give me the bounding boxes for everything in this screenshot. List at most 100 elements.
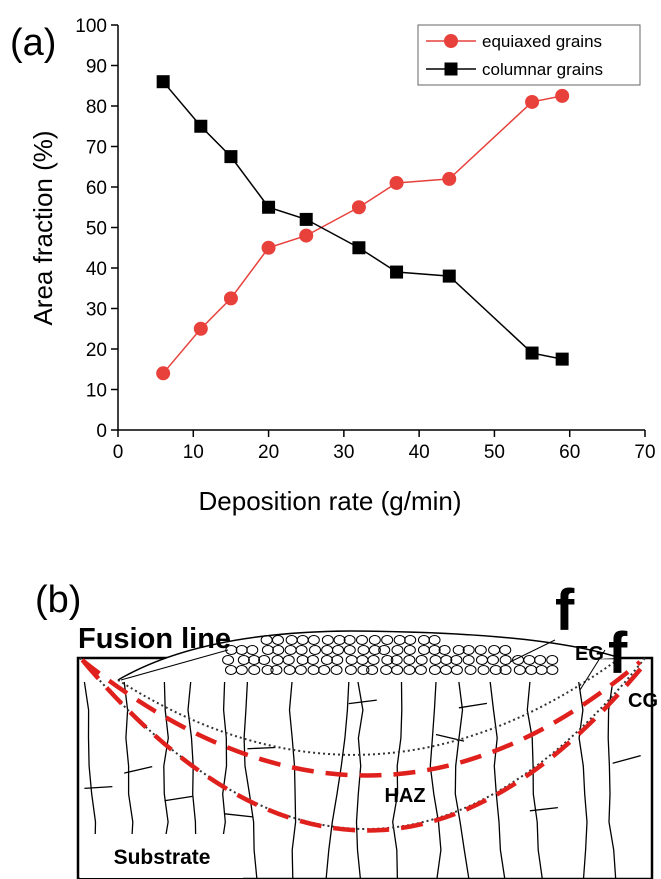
equiaxed-cell — [403, 645, 416, 655]
data-point — [156, 366, 171, 381]
data-point — [352, 241, 366, 255]
grain-boundary — [288, 681, 297, 879]
panel-label: (a) — [10, 22, 56, 64]
equiaxed-cell — [381, 655, 394, 665]
equiaxed-cell — [258, 655, 271, 665]
f-cg-subscript: CG — [628, 690, 658, 712]
equiaxed-cell — [489, 665, 502, 675]
x-tick-label: 60 — [559, 442, 580, 463]
data-point — [555, 352, 569, 366]
y-tick-label: 30 — [86, 300, 107, 321]
equiaxed-cell — [282, 655, 295, 665]
y-tick-label: 80 — [86, 97, 107, 118]
equiaxed-cell — [294, 665, 307, 675]
data-point — [223, 291, 238, 306]
grain-boundary — [526, 681, 543, 879]
data-point — [351, 200, 366, 215]
equiaxed-cell — [357, 665, 370, 675]
equiaxed-cell — [403, 665, 416, 675]
equiaxed-cell — [246, 645, 259, 655]
grain-boundary — [612, 755, 641, 764]
equiaxed-cell — [546, 655, 559, 665]
panel-label: (b) — [35, 579, 81, 621]
grain-boundary — [429, 681, 442, 879]
x-tick-label: 20 — [258, 442, 279, 463]
equiaxed-cell — [306, 655, 319, 665]
equiaxed-cell — [452, 645, 465, 655]
equiaxed-cell — [546, 665, 559, 675]
equiaxed-cell — [462, 655, 475, 665]
equiaxed-cell — [414, 665, 427, 675]
equiaxed-cell — [320, 655, 333, 665]
equiaxed-cell — [368, 645, 381, 655]
grain-boundary — [247, 746, 276, 750]
cg-boundary — [82, 658, 650, 833]
grain-boundary — [392, 681, 403, 879]
x-axis-title: Deposition rate (g/min) — [199, 486, 462, 516]
y-axis-title: Area fraction (%) — [28, 130, 58, 325]
equiaxed-cell — [487, 655, 500, 665]
leader-line — [120, 649, 229, 681]
grain-boundary — [529, 806, 558, 812]
data-point — [194, 119, 208, 133]
y-tick-label: 100 — [75, 16, 107, 37]
equiaxed-cell — [225, 645, 238, 655]
equiaxed-cell — [343, 645, 356, 655]
equiaxed-cell — [318, 665, 331, 675]
equiaxed-cell — [248, 655, 261, 665]
equiaxed-cell — [309, 645, 322, 655]
equiaxed-cell — [440, 655, 453, 665]
equiaxed-cell — [222, 655, 235, 665]
equiaxed-cell — [391, 665, 404, 675]
data-point — [389, 175, 404, 190]
equiaxed-cell — [450, 655, 463, 665]
data-point — [442, 269, 456, 283]
data-point — [156, 75, 170, 89]
equiaxed-cell — [272, 645, 285, 655]
leader-line — [579, 649, 606, 691]
f-eg-subscript: EG — [575, 643, 604, 665]
equiaxed-cell — [450, 665, 463, 675]
equiaxed-cell — [261, 645, 274, 655]
equiaxed-cell — [404, 635, 417, 645]
data-point — [224, 150, 238, 164]
grain-boundary — [124, 765, 153, 774]
grain-boundary — [84, 785, 113, 790]
grain-boundary — [458, 702, 488, 709]
y-tick-label: 50 — [86, 219, 107, 240]
equiaxed-cell — [499, 645, 512, 655]
equiaxed-cell — [499, 655, 512, 665]
equiaxed-cell — [237, 655, 250, 665]
equiaxed-cell — [428, 635, 441, 645]
y-tick-label: 20 — [86, 340, 107, 361]
grain-boundary — [489, 681, 506, 879]
grain-boundary — [325, 681, 350, 879]
equiaxed-cell — [332, 645, 345, 655]
grain-boundary — [348, 699, 377, 705]
y-tick-label: 70 — [86, 138, 107, 159]
legend-marker — [444, 62, 458, 76]
equiaxed-cell — [477, 665, 490, 675]
equiaxed-cell — [295, 645, 308, 655]
data-point — [442, 171, 457, 186]
leader-line — [509, 639, 556, 663]
x-tick-label: 0 — [113, 442, 124, 463]
equiaxed-cell — [270, 665, 283, 675]
equiaxed-cell — [261, 665, 274, 675]
equiaxed-cell — [381, 635, 394, 645]
x-tick-label: 10 — [183, 442, 204, 463]
equiaxed-cell — [343, 635, 356, 645]
equiaxed-cell — [333, 635, 346, 645]
data-point — [262, 200, 276, 214]
equiaxed-cell — [355, 635, 368, 645]
equiaxed-cell — [321, 635, 334, 645]
equiaxed-cell — [391, 645, 404, 655]
equiaxed-cell — [464, 665, 477, 675]
equiaxed-cell — [368, 635, 381, 645]
equiaxed-cell — [378, 645, 391, 655]
equiaxed-cell — [462, 645, 475, 655]
equiaxed-cell — [499, 665, 512, 675]
data-point — [193, 321, 208, 336]
y-tick-label: 10 — [86, 381, 107, 402]
